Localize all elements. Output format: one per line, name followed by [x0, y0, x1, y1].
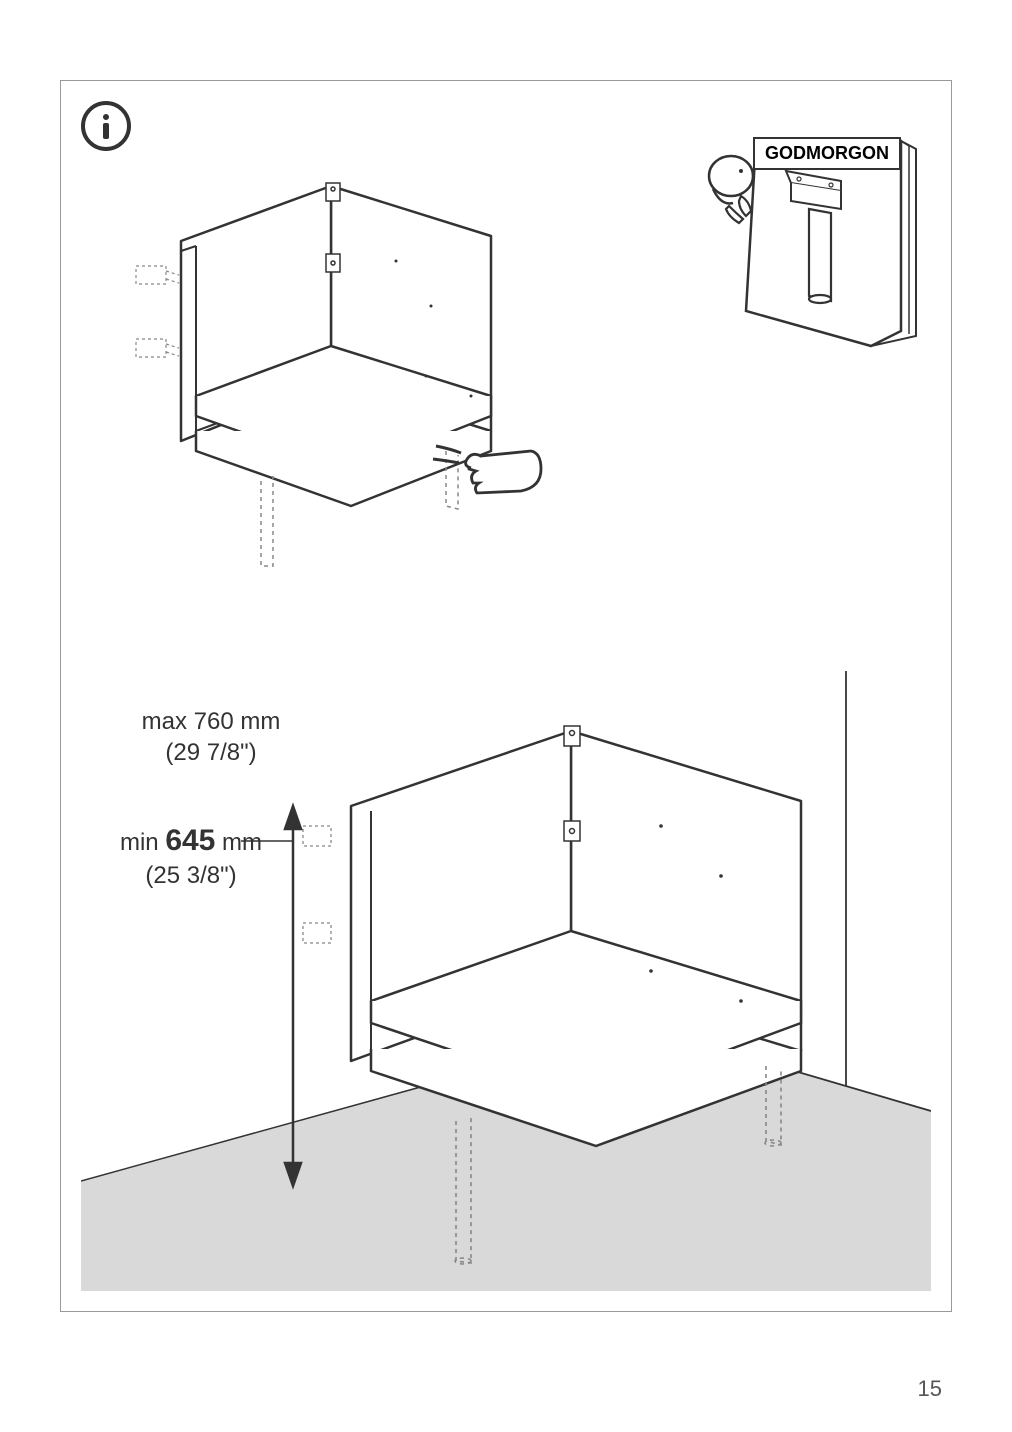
- max-unit: mm: [240, 708, 280, 735]
- max-prefix: max: [142, 708, 187, 735]
- min-prefix: min: [120, 829, 159, 856]
- info-icon: [81, 101, 131, 151]
- min-unit: mm: [222, 829, 262, 856]
- measurement-min: min 645 mm (25 3/8"): [81, 821, 301, 891]
- page-number: 15: [918, 1376, 942, 1402]
- max-value: 760: [194, 708, 234, 735]
- min-imperial: (25 3/8"): [145, 862, 236, 889]
- measurement-max: max 760 mm (29 7/8"): [101, 706, 321, 768]
- related-booklet-callout: GODMORGON: [691, 131, 921, 351]
- booklet-product-label: GODMORGON: [753, 137, 901, 170]
- info-glyph-svg: [91, 111, 121, 141]
- max-imperial: (29 7/8"): [165, 739, 256, 766]
- cabinet-svg-top: [121, 151, 551, 571]
- cabinet-diagram-overview: [121, 151, 551, 571]
- min-value: 645: [165, 824, 215, 857]
- instruction-page: GODMORGON: [60, 80, 952, 1312]
